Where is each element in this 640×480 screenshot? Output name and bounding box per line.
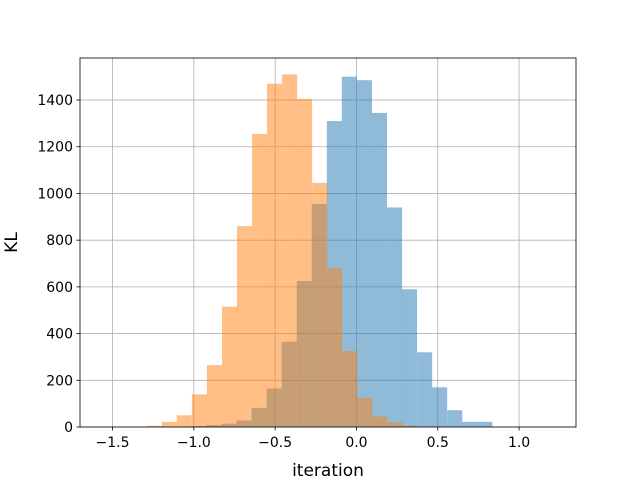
histogram-bar-series-2 — [252, 133, 268, 427]
y-tick-label: 1000 — [37, 186, 73, 202]
histogram-bar-series-1 — [356, 80, 372, 427]
histogram-bar-series-1 — [462, 421, 478, 427]
histogram-bar-series-1 — [387, 207, 403, 427]
y-axis-label: KL — [2, 232, 22, 253]
histogram-bar-series-1 — [371, 112, 387, 428]
histogram-bar-series-1 — [401, 289, 418, 427]
histogram-bar-series-2 — [146, 425, 162, 427]
histogram-bar-series-1 — [341, 76, 357, 428]
histogram-bar-series-2 — [297, 98, 313, 428]
x-tick-label: 0.0 — [345, 435, 367, 451]
y-tick-label: 0 — [64, 420, 73, 436]
x-axis-label: iteration — [292, 461, 364, 480]
histogram-bar-series-2 — [387, 422, 403, 427]
histogram-bar-series-2 — [161, 421, 177, 427]
x-tick-label: −1.5 — [96, 435, 130, 451]
histogram-bar-series-2 — [327, 268, 343, 427]
x-tick-label: 1.0 — [508, 435, 530, 451]
histogram-bar-series-2 — [402, 425, 418, 427]
histogram-bar-series-2 — [282, 74, 298, 428]
y-axis-ticks: 0 200 400 600 800 1000 1200 1400 — [37, 93, 80, 436]
histogram-bar-series-1 — [417, 352, 433, 427]
histogram-bar-series-2 — [267, 83, 283, 427]
histogram-bar-series-2 — [236, 226, 252, 427]
y-tick-label: 600 — [46, 280, 73, 296]
histogram-bar-series-1 — [447, 410, 463, 427]
x-tick-label: −1.0 — [177, 435, 211, 451]
y-tick-label: 1400 — [37, 93, 73, 109]
bars — [146, 74, 493, 428]
x-tick-label: 0.5 — [427, 435, 449, 451]
x-axis-ticks: −1.5 −1.0 −0.5 0.0 0.5 1.0 — [96, 427, 530, 451]
histogram-bar-series-2 — [357, 397, 373, 427]
x-tick-label: −0.5 — [258, 435, 292, 451]
histogram-bar-series-2 — [191, 394, 207, 427]
histogram-bar-series-2 — [342, 351, 358, 427]
y-tick-label: 400 — [46, 327, 73, 343]
histogram-bar-series-2 — [176, 415, 192, 427]
plot-frame — [79, 57, 577, 428]
histogram-bar-series-2 — [206, 365, 222, 427]
y-tick-label: 200 — [46, 373, 73, 389]
y-tick-label: 1200 — [37, 140, 73, 156]
y-tick-label: 800 — [46, 233, 73, 249]
histogram-bar-series-1 — [477, 421, 493, 427]
histogram-bar-series-2 — [372, 416, 388, 427]
histogram-bar-series-2 — [221, 306, 238, 427]
histogram-bar-series-1 — [432, 387, 448, 427]
histogram-bar-series-2 — [312, 182, 328, 427]
